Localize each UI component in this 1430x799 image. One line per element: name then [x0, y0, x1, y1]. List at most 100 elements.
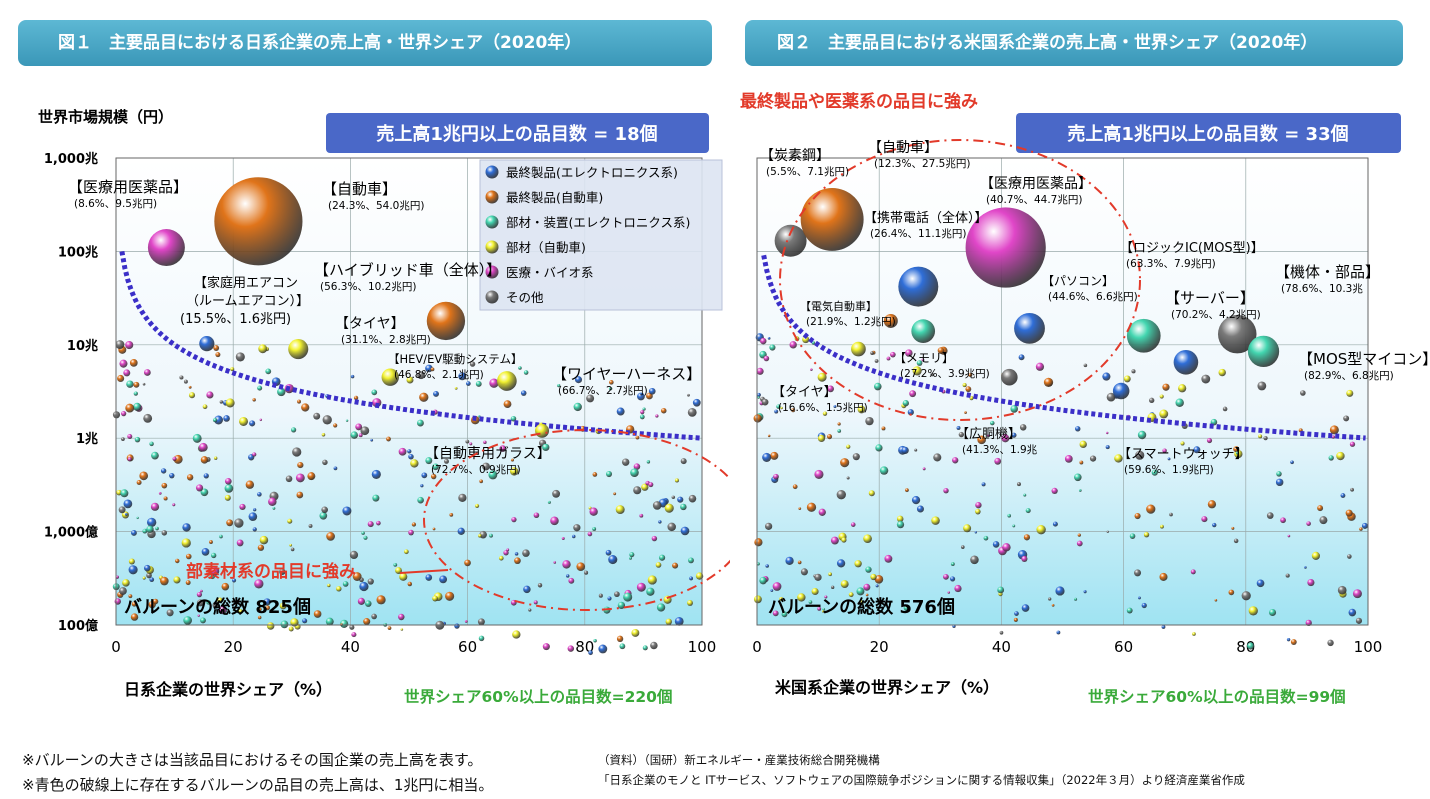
background-balloon [629, 556, 632, 560]
background-balloon [821, 609, 825, 613]
background-balloon [1106, 392, 1116, 402]
background-balloon [215, 352, 221, 358]
background-balloon [756, 392, 761, 398]
background-balloon [1345, 509, 1353, 517]
background-balloon [1079, 440, 1087, 449]
widebody-value: (41.3%、1.9兆 [962, 444, 1038, 456]
background-balloon [151, 451, 159, 460]
background-balloon [827, 434, 833, 440]
background-balloon [1328, 455, 1334, 461]
background-balloon [313, 610, 322, 618]
airframe-value: (78.6%、10.3兆 [1281, 283, 1363, 295]
background-balloon [433, 390, 440, 397]
background-balloon [288, 626, 294, 632]
background-balloon [1248, 606, 1258, 616]
background-balloon [372, 494, 380, 502]
background-balloon [623, 592, 633, 602]
background-balloon [868, 490, 875, 497]
callout-ellipse [779, 139, 1141, 421]
background-balloon [475, 381, 482, 387]
background-balloon [134, 436, 141, 443]
background-balloon [1077, 533, 1081, 537]
background-balloon [896, 520, 905, 529]
background-balloon [830, 585, 835, 590]
x-tick-label: 20 [870, 638, 889, 656]
background-balloon [943, 573, 949, 580]
background-balloon [968, 373, 973, 377]
background-balloon [133, 402, 142, 411]
background-balloon [400, 628, 404, 631]
background-balloon [325, 617, 334, 626]
background-balloon [573, 402, 582, 412]
background-balloon [568, 577, 575, 584]
x-tick-label: 60 [458, 638, 477, 656]
background-balloon [213, 345, 220, 351]
background-balloon [511, 516, 517, 523]
background-balloon [363, 535, 368, 540]
background-balloon [252, 398, 256, 402]
background-balloon [930, 372, 934, 377]
background-balloon [762, 452, 772, 462]
widebody-label: 【広胴機】 [956, 427, 1021, 442]
background-balloon [598, 644, 608, 654]
background-balloon [874, 359, 879, 363]
background-balloon [1074, 473, 1082, 482]
background-balloon [763, 355, 770, 362]
background-balloon [776, 404, 781, 409]
background-balloon [769, 344, 776, 351]
background-balloon [172, 503, 176, 507]
background-balloon [121, 437, 125, 441]
background-balloon [1212, 522, 1217, 528]
background-balloon [439, 575, 448, 584]
background-balloon [975, 508, 981, 515]
background-balloon [933, 453, 942, 462]
background-balloon [648, 482, 654, 488]
one-trillion-curve [761, 254, 1366, 441]
background-balloon [1146, 504, 1156, 514]
background-balloon [313, 412, 321, 420]
background-balloon [1001, 434, 1010, 443]
plot-frame [756, 157, 1369, 626]
background-balloon [1021, 604, 1030, 612]
background-balloon [1141, 602, 1147, 609]
chart2-title-banner: 図２ 主要品目における米国系企業の売上高・世界シェア（2020年） [745, 20, 1403, 66]
background-balloon [614, 591, 620, 598]
background-balloon [647, 575, 657, 585]
x-tick-label: 60 [1114, 638, 1133, 656]
pharma-value: (40.7%、44.7兆円) [986, 194, 1082, 206]
background-balloon [780, 406, 783, 410]
background-balloon [410, 459, 419, 468]
background-balloon [1275, 478, 1284, 487]
tire-value: (31.1%、2.8兆円) [341, 334, 431, 346]
background-balloon [181, 538, 191, 548]
background-balloon [884, 554, 893, 563]
background-balloon [1002, 543, 1011, 552]
background-balloon [512, 630, 521, 639]
background-balloon [802, 335, 810, 344]
y-tick-label: 100兆 [58, 244, 98, 260]
background-balloon [349, 624, 355, 630]
background-balloon [1138, 596, 1141, 600]
background-balloon [677, 496, 684, 503]
background-balloon [608, 555, 618, 565]
background-balloon [1075, 426, 1081, 432]
background-balloon [1329, 425, 1339, 435]
background-balloon [131, 601, 137, 607]
background-balloon [432, 595, 439, 602]
background-balloon [907, 409, 914, 416]
background-balloon [964, 411, 967, 414]
background-balloon [837, 422, 841, 426]
background-balloon [419, 392, 429, 402]
logicic-value: (63.3%、7.9兆円) [1126, 258, 1216, 270]
background-balloon [901, 446, 909, 455]
background-balloon [345, 419, 349, 422]
ev-value: (21.9%、1.2兆円) [806, 316, 896, 328]
background-balloon [1083, 590, 1087, 594]
background-balloon [896, 515, 904, 523]
background-balloon [1051, 487, 1058, 495]
background-balloon [854, 560, 862, 568]
background-balloon [1135, 450, 1145, 460]
background-balloon [425, 457, 433, 465]
background-balloon [224, 494, 231, 501]
auto-value: (12.3%、27.5兆円) [874, 158, 970, 170]
